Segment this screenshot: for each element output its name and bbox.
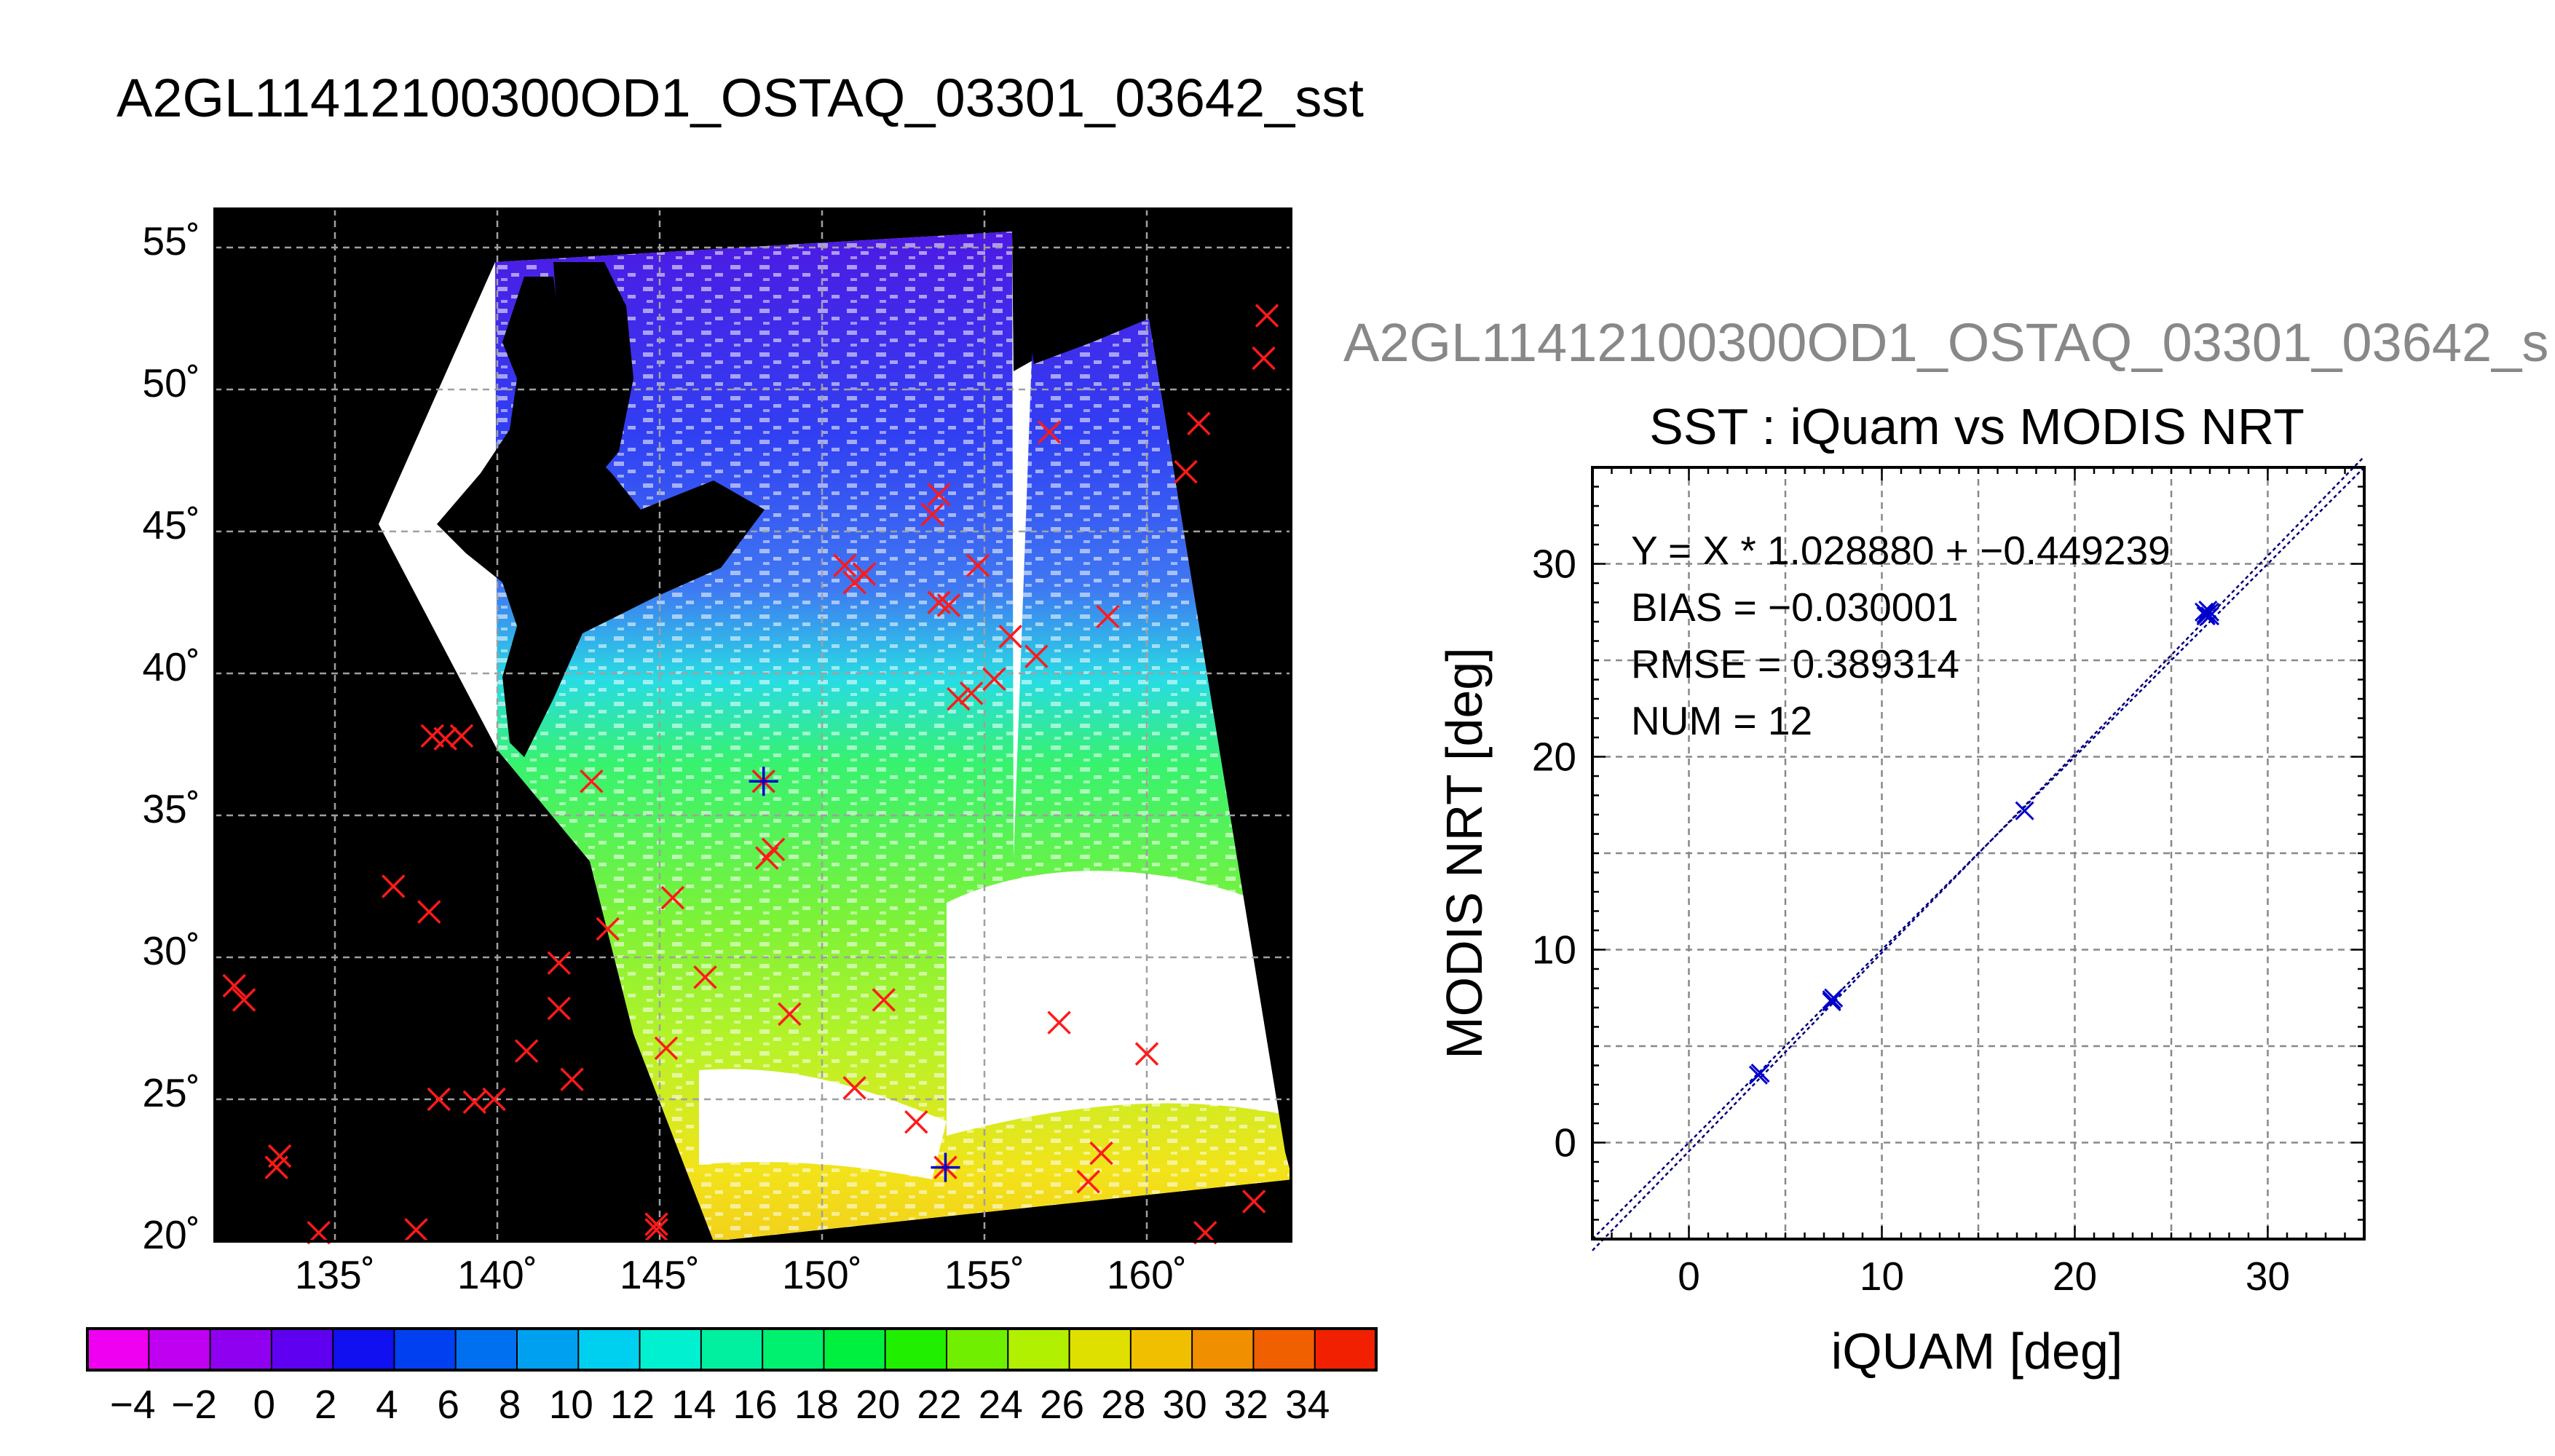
colorbar-tick-label: 16 — [733, 1382, 778, 1427]
scatter-annotations: Y = X * 1.028880 + −0.449239 BIAS = −0.0… — [1631, 528, 2171, 743]
colorbar-tick-label: 0 — [253, 1382, 276, 1427]
colorbar: −4 −2 0 2 4 6 8 10 12 14 16 18 20 22 24 26 28 30 32 34 — [87, 1329, 1377, 1427]
colorbar-tick-label: 12 — [610, 1382, 655, 1427]
colorbar-tick-label: −2 — [171, 1382, 217, 1427]
colorbar-tick-label: 22 — [917, 1382, 961, 1427]
lat-tick-label: 50˚ — [143, 360, 201, 405]
colorbar-tick-label: 30 — [1163, 1382, 1207, 1427]
colorbar-cell — [947, 1329, 1008, 1370]
lon-tick-labels: 135˚ 140˚ 145˚ 150˚ 155˚ 160˚ — [295, 1252, 1187, 1297]
scatter-point — [1823, 991, 1841, 1008]
colorbar-tick-label: 24 — [979, 1382, 1023, 1427]
lat-tick-label: 55˚ — [143, 218, 201, 264]
x-tick-label: 30 — [2246, 1254, 2290, 1299]
colorbar-cell — [1008, 1329, 1070, 1370]
colorbar-tick-label: 4 — [376, 1382, 398, 1427]
num-text: NUM = 12 — [1631, 698, 1812, 743]
colorbar-tick-label: 10 — [549, 1382, 593, 1427]
scatter-panel: SST : iQuam vs MODIS NRT 0 10 20 300102030 … — [1436, 398, 2364, 1380]
colorbar-cell — [1192, 1329, 1254, 1370]
colorbar-tick-label: 34 — [1285, 1382, 1330, 1427]
colorbar-cell — [578, 1329, 640, 1370]
lon-tick-label: 140˚ — [457, 1252, 537, 1297]
scatter-point — [2016, 802, 2034, 820]
colorbar-cells — [87, 1329, 1377, 1370]
y-tick-label: 0 — [1554, 1120, 1576, 1166]
colorbar-cell — [1070, 1329, 1132, 1370]
colorbar-tick-label: 14 — [671, 1382, 716, 1427]
y-tick-label: 20 — [1532, 735, 1576, 780]
lat-tick-labels: 55˚ 50˚ 45˚ 40˚ 35˚ 30˚ 25˚ 20˚ — [143, 218, 201, 1257]
lon-tick-label: 155˚ — [944, 1252, 1024, 1297]
lat-tick-label: 45˚ — [143, 502, 201, 547]
colorbar-tick-label: 26 — [1040, 1382, 1084, 1427]
lat-tick-label: 35˚ — [143, 786, 201, 831]
colorbar-cell — [272, 1329, 333, 1370]
colorbar-cell — [824, 1329, 885, 1370]
colorbar-cell — [640, 1329, 702, 1370]
map-panel: 55˚ 50˚ 45˚ 40˚ 35˚ 30˚ 25˚ 20˚ 135˚ 140… — [143, 209, 1297, 1297]
x-tick-label: 0 — [1678, 1254, 1700, 1299]
colorbar-tick-label: 2 — [315, 1382, 337, 1427]
x-tick-label: 20 — [2053, 1254, 2097, 1299]
lat-tick-label: 20˚ — [143, 1212, 201, 1257]
figure-canvas: 55˚ 50˚ 45˚ 40˚ 35˚ 30˚ 25˚ 20˚ 135˚ 140… — [0, 0, 2555, 1456]
y-tick-label: 10 — [1532, 927, 1576, 973]
scatter-point — [1750, 1067, 1767, 1084]
bias-text: BIAS = −0.030001 — [1631, 585, 1959, 630]
colorbar-cell — [517, 1329, 579, 1370]
colorbar-tick-label: 18 — [794, 1382, 839, 1427]
colorbar-tick-label: 32 — [1224, 1382, 1268, 1427]
colorbar-cell — [701, 1329, 763, 1370]
lat-tick-label: 30˚ — [143, 928, 201, 973]
colorbar-tick-label: −4 — [110, 1382, 156, 1427]
colorbar-cell — [394, 1329, 456, 1370]
colorbar-tick-label: 8 — [499, 1382, 521, 1427]
colorbar-cell — [1315, 1329, 1377, 1370]
lat-tick-label: 40˚ — [143, 644, 201, 689]
y-axis-label: MODIS NRT [deg] — [1436, 647, 1493, 1059]
y-tick-label: 30 — [1532, 542, 1576, 587]
scatter-title: SST : iQuam vs MODIS NRT — [1649, 398, 2305, 455]
lon-tick-label: 145˚ — [620, 1252, 700, 1297]
lon-tick-label: 135˚ — [295, 1252, 375, 1297]
colorbar-cell — [333, 1329, 395, 1370]
x-axis-label: iQUAM [deg] — [1831, 1323, 2123, 1380]
colorbar-cell — [885, 1329, 947, 1370]
colorbar-cell — [1253, 1329, 1315, 1370]
fit-equation: Y = X * 1.028880 + −0.449239 — [1631, 528, 2171, 573]
colorbar-cell — [87, 1329, 149, 1370]
colorbar-cell — [210, 1329, 272, 1370]
lat-tick-label: 25˚ — [143, 1070, 201, 1115]
colorbar-tick-label: 28 — [1101, 1382, 1145, 1427]
lon-tick-label: 160˚ — [1107, 1252, 1187, 1297]
rmse-text: RMSE = 0.389314 — [1631, 641, 1959, 687]
colorbar-cell — [149, 1329, 210, 1370]
colorbar-tick-label: 20 — [856, 1382, 900, 1427]
colorbar-cell — [456, 1329, 518, 1370]
colorbar-tick-label: 6 — [437, 1382, 459, 1427]
cloud-gap — [947, 871, 1282, 1136]
x-tick-label: 10 — [1860, 1254, 1904, 1299]
colorbar-cell — [762, 1329, 824, 1370]
colorbar-tick-labels: −4 −2 0 2 4 6 8 10 12 14 16 18 20 22 24 26 28 30 32 34 — [110, 1382, 1330, 1427]
lon-tick-label: 150˚ — [782, 1252, 862, 1297]
colorbar-cell — [1131, 1329, 1193, 1370]
